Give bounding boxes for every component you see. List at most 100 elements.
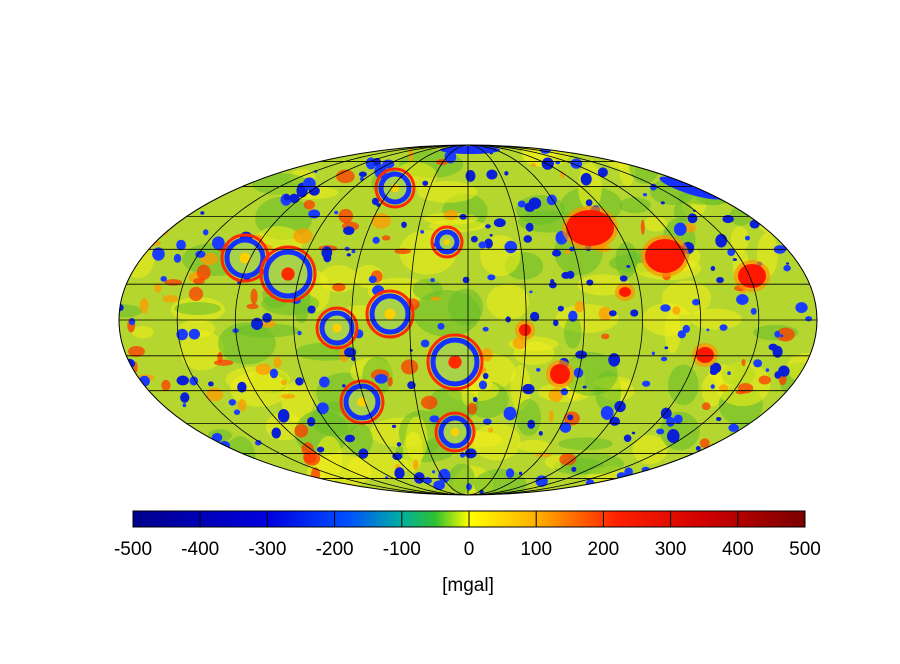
crater-low-spot (182, 403, 187, 408)
crater-low-spot (420, 230, 425, 234)
crater-low-spot (795, 399, 803, 409)
crater-low-spot (200, 211, 205, 215)
crater-low-spot (212, 236, 225, 250)
gravity-high-spot (139, 298, 149, 314)
terrain-patch (690, 308, 742, 330)
mascon-high (696, 347, 714, 363)
crater-low-spot (180, 392, 190, 403)
terrain-patch (784, 449, 817, 468)
crater-low-spot (186, 483, 192, 489)
basin-core (448, 355, 462, 369)
crater-low-spot (608, 353, 621, 367)
gravity-high-spot (548, 409, 554, 423)
crater-low-spot (646, 469, 655, 479)
crater-low-spot (201, 451, 209, 457)
crater-low-spot (726, 456, 740, 466)
gravity-high-spot (512, 336, 527, 350)
crater-low-spot (810, 397, 817, 409)
crater-low-spot (141, 404, 151, 412)
crater-low-spot (413, 472, 425, 484)
graticule (119, 145, 817, 495)
gravity-high-spot (672, 306, 681, 315)
mascon-high (519, 324, 531, 336)
gravity-high-spot (293, 228, 313, 244)
terrain-patch (136, 468, 161, 481)
gravity-high-spot (598, 306, 612, 321)
gravity-high-spot (444, 209, 459, 221)
basin-core (332, 323, 342, 333)
crater-low-spot (159, 147, 170, 156)
gravity-high-spot (189, 466, 197, 476)
crater-low-spot (810, 177, 815, 183)
crater-low-spot (642, 380, 651, 387)
crater-low-spot (262, 312, 272, 323)
meridian-line (351, 145, 469, 495)
crater-low-spot (176, 239, 186, 251)
crater-low-spot (774, 371, 782, 379)
crater-low-spot (774, 330, 781, 338)
crater-low-spot (783, 264, 791, 272)
crater-low-spot (642, 193, 647, 197)
terrain-patch (486, 284, 530, 320)
gravity-high-spot (273, 357, 282, 368)
gravity-high-spot (172, 461, 191, 474)
mascon-high (738, 264, 766, 288)
crater-low-spot (744, 235, 751, 241)
gravity-high-spot (217, 475, 226, 481)
gravity-high-spot (142, 212, 153, 227)
crater-low-spot (295, 476, 305, 487)
crater-low-spot (125, 183, 138, 196)
crater-low-spot (372, 236, 380, 244)
crater-low-spot (750, 428, 759, 436)
crater-low-spot (202, 229, 209, 236)
crater-low-spot (128, 317, 136, 326)
crater-low-spot (732, 258, 737, 262)
crater-low-spot (430, 277, 435, 283)
crater-low-spot (559, 422, 572, 433)
crater-low-spot (125, 472, 138, 484)
polar-low-arc (440, 146, 500, 154)
colorbar (132, 510, 806, 528)
gravity-high-spot (314, 150, 322, 160)
crater-low-spot (392, 452, 403, 461)
terrain-patch (629, 150, 660, 184)
terrain-patch (179, 330, 225, 371)
crater-low-spot (283, 193, 290, 201)
crater-low-spot (698, 477, 702, 481)
crater-low-spot (788, 193, 798, 201)
mascon-high (645, 239, 685, 273)
crater-low-spot (567, 414, 574, 421)
terrain-patch (122, 235, 155, 279)
crater-low-spot (437, 322, 445, 330)
crater-low-spot (685, 485, 692, 493)
basin-rim (374, 167, 416, 209)
terrain-patch (730, 226, 749, 253)
crater-low-spot (805, 316, 813, 322)
crater-low-spot (585, 199, 593, 207)
gravity-high-spot (161, 379, 171, 391)
crater-low-spot (189, 376, 199, 386)
crater-low-spot (736, 294, 749, 305)
crater-low-spot (536, 368, 541, 372)
map-surface (119, 145, 817, 495)
gravity-high-spot (413, 459, 419, 471)
gravity-high-spot (718, 384, 729, 393)
mascon-high (619, 287, 631, 297)
crater-low-spot (783, 418, 797, 433)
crater-low-spot (423, 477, 432, 485)
crater-low-spot (307, 416, 316, 427)
crater-low-spot (208, 381, 214, 387)
crater-low-spot (719, 324, 728, 331)
crater-low-spot (710, 266, 716, 271)
crater-low-spot (422, 180, 429, 186)
crater-low-spot (289, 193, 300, 204)
gravity-high-spot (394, 248, 411, 255)
crater-low-spot (307, 305, 316, 314)
basin-core (239, 252, 251, 264)
meridian-line (234, 145, 469, 495)
crater-low-spot (211, 182, 220, 191)
gravity-high-spot (488, 427, 494, 433)
crater-low-spot (603, 483, 612, 493)
crater-low-spot (566, 270, 575, 279)
gravity-high-spot (255, 363, 272, 375)
